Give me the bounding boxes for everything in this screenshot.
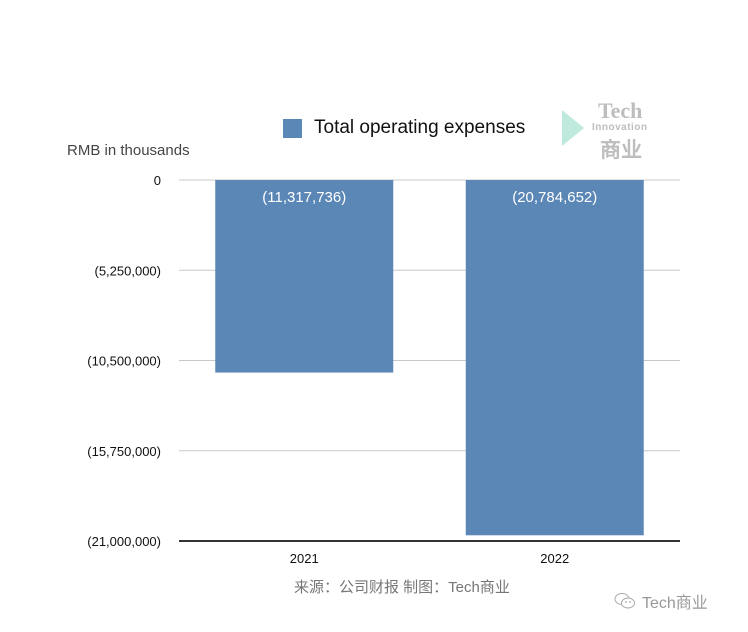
legend: Total operating expenses [283, 117, 525, 139]
x-tick-label: 2022 [540, 551, 569, 566]
x-tick-label: 2021 [290, 551, 319, 566]
wechat-account-label: Tech商业 [642, 595, 708, 612]
wechat-account: Tech商业 [614, 589, 708, 613]
y-axis-label: RMB in thousands [67, 142, 190, 159]
y-tick-label: (5,250,000) [95, 263, 162, 278]
bar-2021 [215, 180, 394, 373]
wechat-icon [614, 593, 635, 609]
legend-swatch [283, 118, 302, 138]
data-label: (20,784,652) [512, 189, 597, 206]
watermark-text-cn: 商业 [600, 139, 642, 162]
legend-label: Total operating expenses [314, 117, 526, 138]
y-tick-label: (21,000,000) [87, 534, 161, 549]
data-label: (11,317,736) [262, 189, 346, 206]
watermark-text-tech: Tech [598, 98, 643, 123]
y-tick-label: (15,750,000) [87, 444, 161, 459]
bar-2022 [465, 180, 644, 536]
watermark-logo: Tech Innovation 商业 [560, 98, 660, 162]
arrow-icon [562, 110, 584, 146]
source-note: 来源：公司财报 制图：Tech商业 [294, 579, 510, 596]
watermark-text-innovation: Innovation [592, 122, 648, 133]
y-tick-label: 0 [154, 173, 161, 188]
y-tick-label: (10,500,000) [87, 354, 161, 369]
